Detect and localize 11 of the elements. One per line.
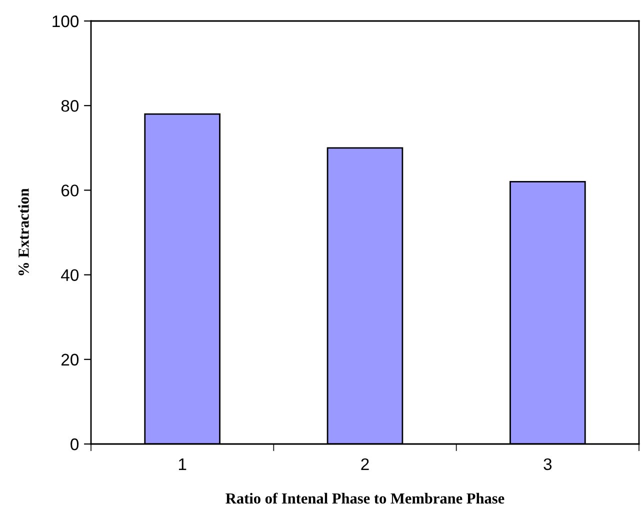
y-tick-label: 40 xyxy=(61,269,79,282)
y-axis-title: % Extraction xyxy=(18,188,29,276)
x-tick-label: 2 xyxy=(361,458,369,470)
y-tick-label: 0 xyxy=(70,438,79,450)
x-tick-label: 3 xyxy=(544,458,552,470)
x-tick-label: 1 xyxy=(178,458,186,470)
x-axis-title: Ratio of Intenal Phase to Membrane Phase xyxy=(226,492,504,504)
y-tick-label: 100 xyxy=(52,15,79,28)
y-tick-label: 80 xyxy=(61,100,79,112)
y-tick-label: 60 xyxy=(62,184,79,196)
y-tick-label: 20 xyxy=(61,354,79,366)
